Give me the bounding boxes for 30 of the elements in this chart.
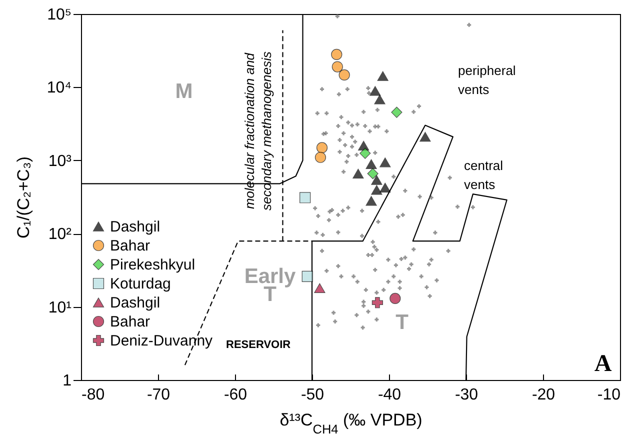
- annotation: A: [594, 351, 612, 377]
- annotation: molecular fractionation and secondary methanogenesis: [242, 51, 274, 210]
- x-tick-label: -10: [597, 386, 621, 404]
- legend-label: Bahar: [110, 238, 150, 254]
- y-tick-label: 10¹: [48, 299, 72, 316]
- legend-label: Koturdag: [110, 276, 171, 292]
- y-tick-label: 10⁴: [46, 80, 72, 97]
- legend-label: Dashgil: [110, 294, 160, 312]
- x-tick-label: -20: [532, 386, 556, 404]
- annotation: central vents: [464, 158, 504, 192]
- annotation: T: [396, 311, 409, 334]
- annotation: RESERVOIR: [226, 339, 291, 351]
- y-axis-title: C₁/(C₂+C₃): [14, 156, 33, 239]
- y-tick-label: 10²: [48, 226, 72, 244]
- legend-label: Deniz-Duvanny: [110, 332, 214, 350]
- x-tick-label: -50: [300, 386, 324, 404]
- annotation: M: [175, 80, 193, 103]
- x-tick-label: -30: [454, 386, 478, 404]
- legend-label: Pirekeshkyul: [110, 256, 196, 274]
- x-tick-label: -40: [378, 386, 402, 404]
- y-tick-label: 1: [62, 372, 72, 390]
- y-tick-label: 10³: [48, 152, 72, 170]
- legend-label: Bahar: [110, 314, 150, 330]
- x-tick-label: -60: [224, 386, 248, 404]
- legend-label: Dashgil: [110, 218, 160, 236]
- y-tick-label: 10⁵: [47, 6, 72, 24]
- x-tick-label: -70: [146, 386, 170, 404]
- x-axis-title: δ¹³C$_{CH4}$ (‰ VPDB): [280, 410, 422, 436]
- annotation: peripheral vents: [458, 63, 516, 97]
- x-tick-label: -80: [82, 386, 105, 404]
